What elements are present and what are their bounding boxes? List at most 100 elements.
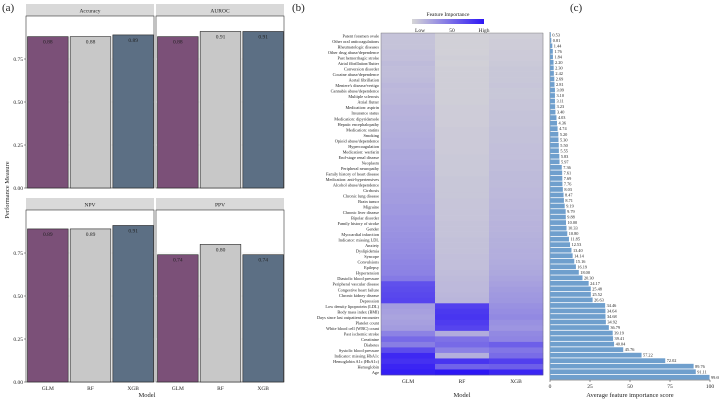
heatmap-cell — [435, 281, 490, 288]
y-tick-label: 0.00 — [13, 380, 23, 386]
heatmap-cell — [489, 126, 544, 133]
importance-bar — [550, 209, 566, 214]
importance-value-label: 8.03 — [564, 187, 572, 192]
heatmap-cell — [435, 82, 490, 89]
heatmap-cell — [435, 237, 490, 243]
heatmap-cell — [435, 132, 490, 139]
heatmap-cell — [435, 352, 490, 359]
heatmap-cell — [489, 137, 544, 144]
importance-bar — [550, 308, 606, 314]
importance-value-label: 5.83 — [561, 154, 569, 159]
heatmap-cell — [435, 110, 490, 117]
importance-value-label: 40.04 — [616, 342, 627, 347]
x-tick-label: GLM — [42, 386, 54, 392]
heatmap-row-label: Medication: anti-hypertensives — [326, 177, 380, 182]
heatmap-cell — [435, 170, 490, 177]
heatmap-row-label: Rheumatologic diseases — [338, 45, 380, 50]
heatmap-cell — [381, 347, 436, 354]
importance-bar — [550, 98, 555, 104]
heatmap-row-label: Past ischemic stroke — [344, 331, 379, 336]
heatmap-cell — [489, 154, 544, 161]
heatmap-cell — [381, 187, 436, 194]
bar-rf — [199, 31, 242, 189]
importance-bar — [550, 374, 710, 380]
importance-bar — [550, 347, 624, 352]
heatmap-cell — [381, 215, 436, 221]
heatmap-cell — [435, 242, 490, 249]
heatmap-cell — [435, 148, 490, 155]
heatmap-col-label: XGB — [510, 379, 522, 385]
importance-bar — [550, 352, 642, 358]
bar-xgb — [242, 254, 284, 383]
importance-bar — [550, 181, 563, 187]
heatmap-row-label: Indicator: missing LDL — [338, 238, 379, 243]
importance-value-label: 9.79 — [567, 209, 575, 214]
heatmap-row-label: Other oral anticoagulations — [332, 39, 379, 44]
importance-value-label: 57.22 — [643, 353, 653, 358]
heatmap-cell — [435, 347, 490, 354]
heatmap-cell — [435, 341, 490, 348]
importance-bar — [550, 48, 553, 54]
heatmap-cell — [381, 209, 436, 216]
heatmap-cell — [489, 71, 544, 78]
importance-bar — [550, 137, 559, 143]
importance-bar — [550, 37, 552, 43]
bar-value-label: 0.74 — [173, 258, 183, 264]
importance-value-label: 5.30 — [560, 137, 568, 142]
heatmap-cell — [381, 49, 436, 56]
importance-value-label: 3.40 — [557, 110, 565, 115]
heatmap-cell — [435, 292, 490, 299]
heatmap-cell — [381, 292, 436, 299]
importance-value-label: 15.16 — [576, 259, 587, 264]
importance-value-label: 1.76 — [554, 49, 562, 54]
heatmap-cell — [435, 77, 490, 83]
heatmap-cell — [381, 88, 436, 94]
heatmap-cell — [489, 242, 544, 249]
importance-bar — [550, 148, 559, 154]
heatmap-cell — [381, 303, 436, 310]
importance-value-label: 5.97 — [561, 159, 569, 164]
bar-value-label: 0.88 — [86, 40, 96, 46]
heatmap-row-label: Neoplasm — [362, 160, 380, 165]
facet-title: Accuracy — [79, 9, 100, 15]
facet-title: PPV — [215, 203, 225, 209]
importance-value-label: 4.74 — [559, 126, 567, 131]
heatmap-row-label: Diastolic blood pressure — [337, 276, 379, 281]
heatmap-row-label: Insurance status — [351, 111, 379, 116]
heatmap-cell — [489, 286, 544, 293]
bar-value-label: 0.89 — [43, 232, 53, 238]
heatmap-cell — [489, 38, 544, 45]
c-x-tick-label: 75 — [667, 384, 673, 390]
heatmap-cell — [381, 93, 436, 100]
heatmap-cell — [435, 104, 490, 111]
facet-title: NPV — [84, 203, 95, 209]
importance-value-label: 8.71 — [565, 198, 573, 203]
importance-bar — [550, 32, 551, 38]
importance-value-label: 7.76 — [564, 181, 572, 186]
heatmap-cell — [489, 270, 544, 277]
heatmap-cell — [381, 104, 436, 111]
heatmap-cell — [489, 325, 544, 332]
heatmap-cell — [435, 319, 490, 326]
heatmap-cell — [435, 275, 490, 282]
heatmap-row-label: Systolic blood pressure — [339, 348, 379, 353]
importance-bar — [550, 280, 589, 286]
heatmap-row-label: Brain tumor — [358, 199, 379, 204]
heatmap-cell — [381, 204, 436, 210]
heatmap-cell — [435, 358, 490, 365]
importance-bar — [550, 120, 557, 126]
importance-value-label: 0.81 — [553, 38, 561, 43]
y-tick-label: 0.25 — [13, 337, 23, 343]
heatmap-row-label: Indicator: missing HbA1c — [334, 353, 379, 358]
importance-value-label: 7.36 — [563, 165, 571, 170]
importance-bar — [550, 159, 560, 165]
importance-bar — [550, 325, 609, 330]
y-tick-label: 0.00 — [13, 186, 23, 192]
heatmap-cell — [489, 292, 544, 299]
importance-bar — [550, 258, 575, 264]
importance-value-label: 9.19 — [566, 204, 574, 209]
heatmap-cell — [435, 165, 490, 172]
heatmap-cell — [489, 104, 544, 111]
importance-bar — [550, 153, 560, 159]
heatmap-row-label: Depression — [360, 298, 380, 303]
